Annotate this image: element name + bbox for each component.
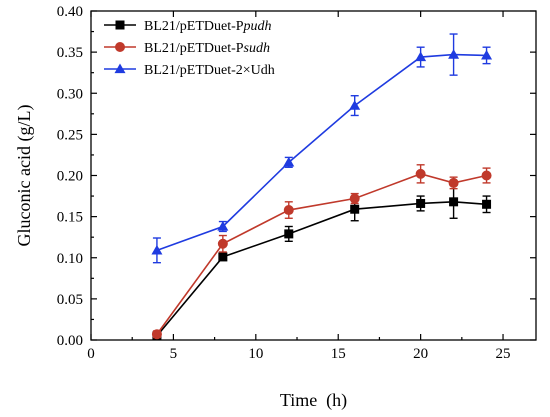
y-axis-title: Gluconic acid (g/L) (14, 105, 35, 247)
x-axis-title: Time (h) (280, 390, 347, 411)
legend-marker (115, 20, 125, 30)
data-point (218, 252, 228, 262)
legend-item-1: BL21/pETDuet-Ppudh (104, 19, 272, 34)
legend-item-2: BL21/pETDuet-Psudh (104, 41, 270, 56)
series-3 (151, 33, 493, 264)
y-tick-label: 0.00 (57, 333, 83, 349)
legend-label-italic: sudh (244, 41, 270, 56)
data-point (449, 197, 459, 207)
data-point (284, 229, 294, 239)
legend-marker (115, 42, 125, 52)
data-point (416, 198, 426, 208)
data-point (415, 168, 426, 179)
data-point (283, 205, 294, 216)
y-tick-label: 0.25 (57, 127, 83, 143)
legend-label: BL21/pETDuet-Ppudh (144, 19, 272, 34)
data-point (482, 199, 492, 209)
data-point (151, 244, 163, 255)
legend: BL21/pETDuet-PpudhBL21/pETDuet-PsudhBL21… (104, 19, 275, 78)
x-tick-label: 0 (87, 346, 95, 362)
series-line (156, 201, 487, 337)
data-point (448, 177, 459, 188)
series-line (156, 173, 487, 335)
x-tick-label: 5 (170, 346, 178, 362)
data-point (448, 49, 460, 59)
data-point (481, 170, 492, 181)
y-tick-label: 0.05 (57, 292, 83, 308)
legend-item-3: BL21/pETDuet-2×Udh (104, 63, 275, 78)
y-tick-label: 0.15 (57, 210, 83, 226)
y-tick-label: 0.10 (57, 251, 83, 267)
legend-label-prefix: BL21/pETDuet-2×Udh (144, 63, 275, 78)
data-point (151, 329, 162, 340)
data-point (283, 156, 295, 167)
data-point (415, 51, 427, 62)
axes: 0 5 10 15 20 25 0.00 0.05 0.10 0.15 0.20 0.25 0.30 0.… (57, 4, 537, 362)
data-point (349, 193, 360, 204)
legend-label-italic: pudh (243, 19, 272, 34)
legend-marker (114, 63, 126, 74)
y-tick-label: 0.40 (57, 4, 83, 20)
legend-label-prefix: BL21/pETDuet-P (144, 41, 244, 56)
plot-frame (90, 10, 537, 341)
data-point (217, 220, 229, 231)
x-tick-label: 10 (248, 346, 263, 362)
x-tick-label: 15 (331, 346, 346, 362)
x-tick-label: 25 (496, 346, 511, 362)
data-point (349, 100, 361, 110)
y-tick-label: 0.35 (57, 45, 83, 61)
legend-label: BL21/pETDuet-2×Udh (144, 63, 275, 78)
data-point (481, 49, 493, 60)
series-2 (151, 164, 492, 340)
series-1 (152, 184, 492, 341)
data-point (350, 204, 360, 214)
legend-label-prefix: BL21/pETDuet-P (144, 19, 244, 34)
data-point (217, 238, 228, 249)
x-tick-label: 20 (413, 346, 428, 362)
y-tick-label: 0.20 (57, 169, 83, 185)
y-tick-label: 0.30 (57, 86, 83, 102)
series-layer (151, 33, 493, 341)
legend-label: BL21/pETDuet-Psudh (144, 41, 270, 56)
